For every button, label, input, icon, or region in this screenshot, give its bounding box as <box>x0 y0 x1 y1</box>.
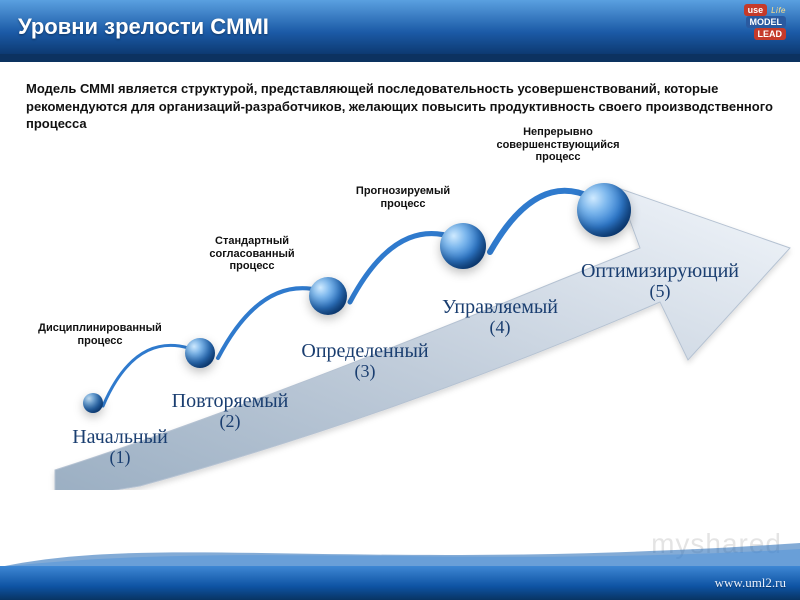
cmmi-diagram: Начальный(1)Повторяемый(2)Определенный(3… <box>0 70 800 490</box>
level-label-3: Определенный(3) <box>280 340 450 382</box>
process-label-4: Непрерывносовершенствующийсяпроцесс <box>478 126 638 164</box>
level-number: (4) <box>420 317 580 338</box>
level-name: Управляемый <box>420 296 580 319</box>
maturity-sphere-5 <box>577 183 631 237</box>
level-label-5: Оптимизирующий(5) <box>560 260 760 302</box>
maturity-sphere-3 <box>309 277 347 315</box>
footer-url: www.uml2.ru <box>715 575 786 591</box>
logo-chip-1: use <box>744 4 768 16</box>
level-name: Повторяемый <box>150 390 310 413</box>
level-label-2: Повторяемый(2) <box>150 390 310 432</box>
process-label-3: Прогнозируемыйпроцесс <box>338 185 468 210</box>
slide-title: Уровни зрелости CMMI <box>18 14 269 40</box>
logo-chip-3: MODEL <box>746 16 787 28</box>
process-label-2: Стандартныйсогласованныйпроцесс <box>192 235 312 273</box>
level-name: Оптимизирующий <box>560 260 760 283</box>
level-label-1: Начальный(1) <box>60 426 180 468</box>
level-label-4: Управляемый(4) <box>420 296 580 338</box>
maturity-sphere-4 <box>440 223 486 269</box>
level-name: Определенный <box>280 340 450 363</box>
slide-header: Уровни зрелости CMMI use Life MODEL LEAD <box>0 0 800 54</box>
logo-chip-4: LEAD <box>754 28 787 40</box>
level-number: (1) <box>60 447 180 468</box>
level-number: (2) <box>150 411 310 432</box>
header-divider <box>0 54 800 62</box>
process-label-1: Дисциплинированныйпроцесс <box>30 322 170 347</box>
level-number: (3) <box>280 361 450 382</box>
maturity-sphere-1 <box>83 393 103 413</box>
header-logo: use Life MODEL LEAD <box>694 4 786 50</box>
watermark-text: myshared <box>651 528 782 560</box>
logo-chip-2: Life <box>771 6 786 15</box>
level-number: (5) <box>560 281 760 302</box>
footer-bar: www.uml2.ru <box>0 566 800 600</box>
maturity-sphere-2 <box>185 338 215 368</box>
